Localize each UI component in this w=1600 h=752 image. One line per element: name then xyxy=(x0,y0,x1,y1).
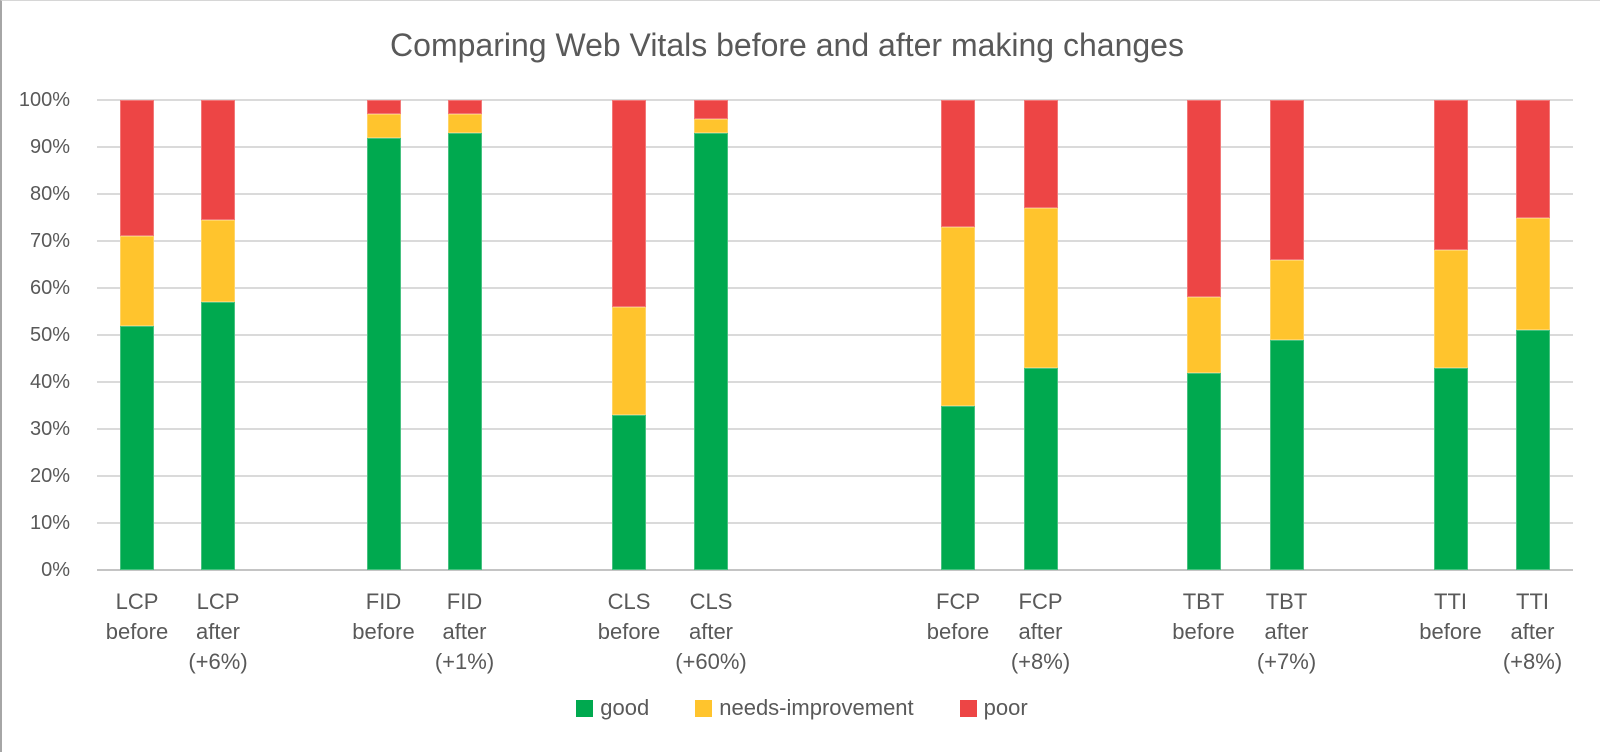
bar-lcp-after-6 xyxy=(201,100,235,570)
x-category-label-lcp-after-6: LCP after (+6%) xyxy=(188,589,248,674)
bar-cls-before xyxy=(612,100,646,570)
gridline-40 xyxy=(97,381,1573,383)
bar-segment-poor xyxy=(366,100,401,115)
gridline-20 xyxy=(97,475,1573,477)
gridline-0 xyxy=(97,569,1573,571)
bar-lcp-before xyxy=(120,100,154,570)
bar-tti-after-8 xyxy=(1515,100,1550,570)
x-category-label-fid-after-1: FID after (+1%) xyxy=(434,589,495,674)
bar-segment-poor xyxy=(941,100,975,227)
x-category-label-fcp-before: FCP before xyxy=(926,589,990,644)
bar-segment-needs-improvement xyxy=(201,219,235,303)
bar-segment-poor xyxy=(694,100,728,119)
bar-segment-needs-improvement xyxy=(1515,217,1550,331)
bar-segment-good xyxy=(1269,339,1304,570)
bar-segment-poor xyxy=(1433,100,1468,251)
gridline-90 xyxy=(97,146,1573,148)
bar-segment-needs-improvement xyxy=(1023,208,1058,368)
bar-segment-good xyxy=(1186,372,1221,570)
bar-segment-good xyxy=(694,132,728,570)
bar-segment-good xyxy=(941,405,975,570)
y-tick-label-20: 20% xyxy=(29,465,70,487)
bar-segment-needs-improvement xyxy=(120,236,154,326)
bar-fid-after-1 xyxy=(447,100,482,570)
legend: good needs-improvement poor xyxy=(2,695,1600,721)
x-category-label-tti-after-8: TTI after (+8%) xyxy=(1502,589,1563,674)
bar-segment-needs-improvement xyxy=(1186,297,1221,373)
y-tick-label-40: 40% xyxy=(29,371,70,393)
bar-segment-poor xyxy=(201,100,235,220)
gridline-50 xyxy=(97,334,1573,336)
bar-segment-poor xyxy=(612,100,646,307)
bar-segment-good xyxy=(201,302,235,570)
y-tick-label-60: 60% xyxy=(29,277,70,299)
bar-tbt-before xyxy=(1186,100,1221,570)
bar-segment-poor xyxy=(1186,100,1221,298)
x-category-label-lcp-before: LCP before xyxy=(105,589,169,644)
bar-segment-good xyxy=(1433,367,1468,570)
y-tick-label-100: 100% xyxy=(18,89,70,111)
y-tick-label-30: 30% xyxy=(29,418,70,440)
y-tick-label-10: 10% xyxy=(29,512,70,534)
bar-cls-after-60 xyxy=(694,100,728,570)
bar-segment-good xyxy=(1023,367,1058,570)
legend-label-poor: poor xyxy=(983,695,1028,720)
gridline-80 xyxy=(97,193,1573,195)
legend-swatch-needs-improvement-icon xyxy=(695,699,713,717)
bar-segment-good xyxy=(1515,330,1550,570)
x-category-label-tbt-after-7: TBT after (+7%) xyxy=(1256,589,1317,674)
bar-segment-needs-improvement xyxy=(694,118,728,133)
y-tick-label-70: 70% xyxy=(29,230,70,252)
legend-swatch-poor-icon xyxy=(959,699,977,717)
y-tick-label-90: 90% xyxy=(29,136,70,158)
gridline-30 xyxy=(97,428,1573,430)
x-category-label-tti-before: TTI before xyxy=(1419,589,1482,644)
bar-segment-needs-improvement xyxy=(366,114,401,138)
y-tick-label-0: 0% xyxy=(41,559,70,581)
bar-segment-good xyxy=(120,325,154,570)
bar-tbt-after-7 xyxy=(1269,100,1304,570)
y-tick-label-50: 50% xyxy=(29,324,70,346)
x-category-label-cls-before: CLS before xyxy=(597,589,661,644)
y-tick-label-80: 80% xyxy=(29,183,70,205)
bar-fid-before xyxy=(366,100,401,570)
gridline-100 xyxy=(97,99,1573,101)
bar-tti-before xyxy=(1433,100,1468,570)
legend-item-good: good xyxy=(576,695,649,721)
bar-segment-needs-improvement xyxy=(1433,250,1468,368)
bar-segment-good xyxy=(366,137,401,570)
bar-segment-poor xyxy=(1023,100,1058,209)
gridline-60 xyxy=(97,287,1573,289)
x-category-label-fid-before: FID before xyxy=(352,589,415,644)
chart-title: Comparing Web Vitals before and after ma… xyxy=(390,27,1184,63)
x-category-label-fcp-after-8: FCP after (+8%) xyxy=(1010,589,1071,674)
bar-segment-good xyxy=(447,132,482,570)
bar-fcp-after-8 xyxy=(1023,100,1058,570)
bar-segment-poor xyxy=(120,100,154,237)
bar-segment-needs-improvement xyxy=(447,114,482,133)
bar-segment-poor xyxy=(1515,100,1550,218)
x-category-label-cls-after-60: CLS after (+60%) xyxy=(675,589,747,674)
bar-segment-needs-improvement xyxy=(941,226,975,406)
bar-fcp-before xyxy=(941,100,975,570)
bar-segment-good xyxy=(612,414,646,570)
bar-segment-needs-improvement xyxy=(612,306,646,415)
bar-segment-needs-improvement xyxy=(1269,259,1304,340)
legend-item-needs-improvement: needs-improvement xyxy=(695,695,914,721)
bar-segment-poor xyxy=(1269,100,1304,260)
gridline-70 xyxy=(97,240,1573,242)
legend-item-poor: poor xyxy=(959,695,1028,721)
gridline-10 xyxy=(97,522,1573,524)
legend-swatch-good-icon xyxy=(576,699,594,717)
bar-segment-poor xyxy=(447,100,482,115)
legend-label-needs-improvement: needs-improvement xyxy=(719,695,914,720)
x-category-label-tbt-before: TBT before xyxy=(1172,589,1235,644)
legend-label-good: good xyxy=(600,695,650,720)
